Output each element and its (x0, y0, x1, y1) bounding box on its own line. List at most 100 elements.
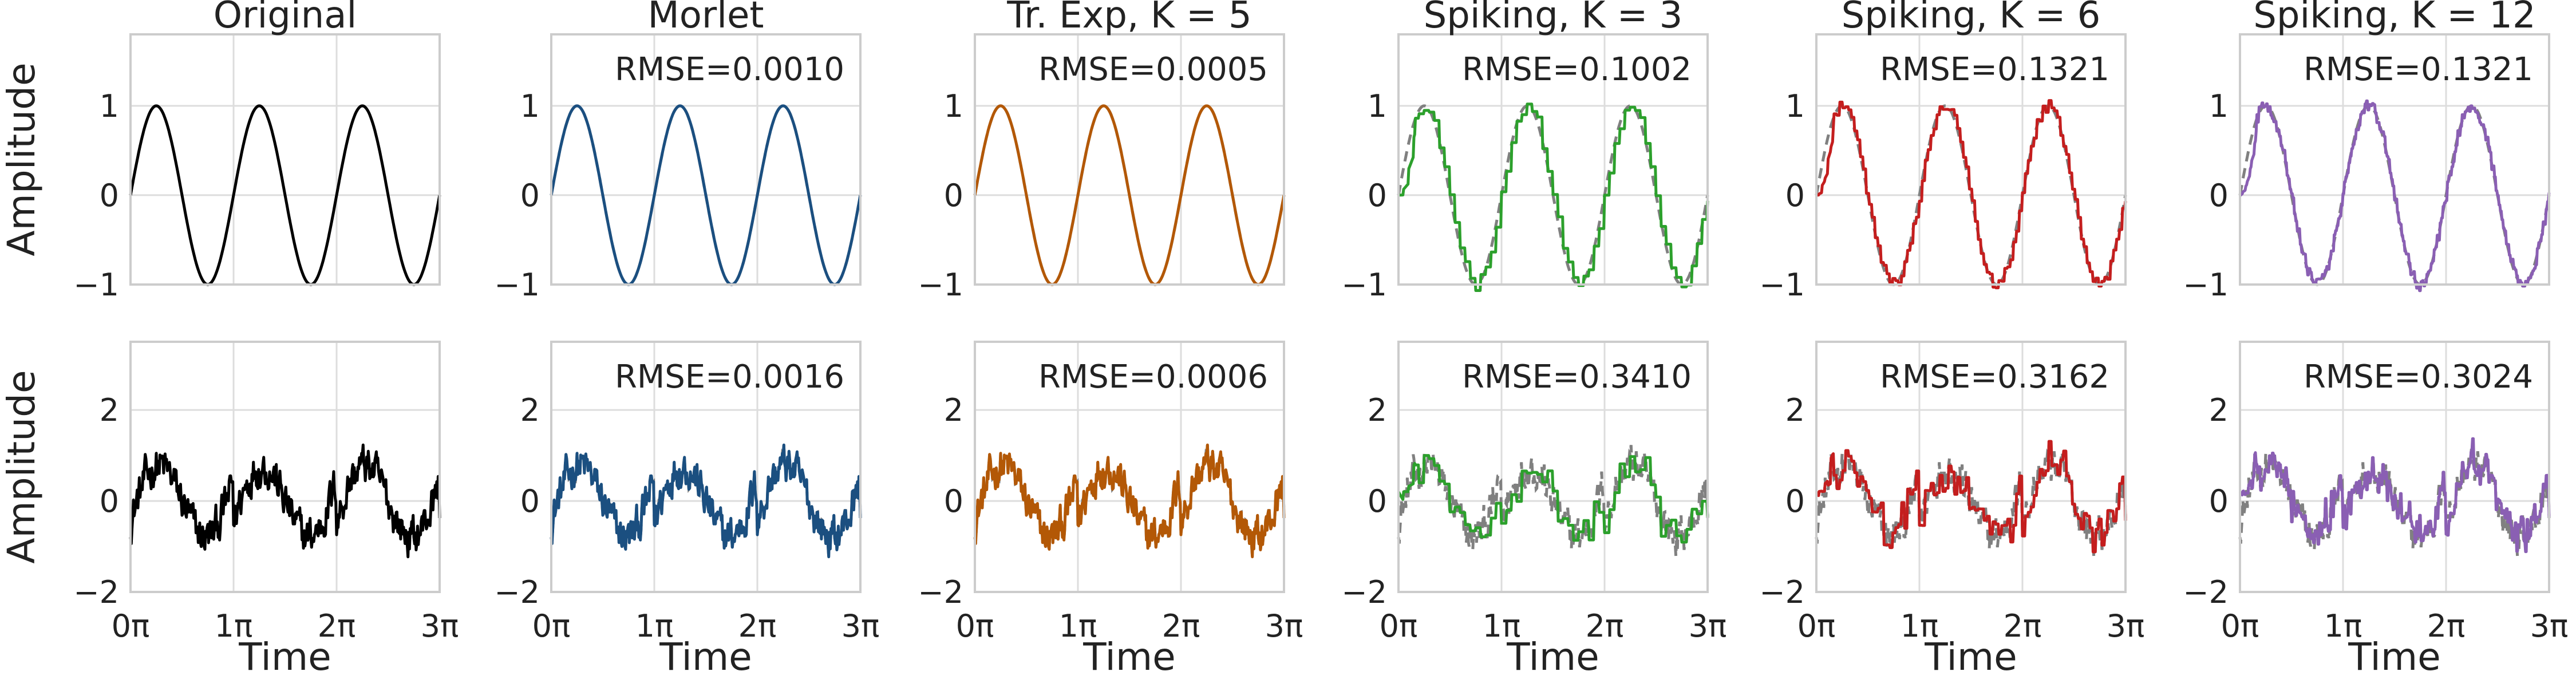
y-tick-label: 1 (1785, 88, 1805, 124)
series-line (2238, 437, 2551, 554)
y-tick-label: 0 (100, 177, 119, 214)
subplot-r2-c6: −2 0 2 0π 1π 2π 3π Time RMSE=0.3024 (2183, 341, 2569, 679)
x-axis-label: Time (238, 635, 331, 679)
series-line (1397, 454, 1709, 544)
plot-frame (1397, 33, 1709, 286)
subplot-r1-c4: −1 0 1 RMSE=0.1002 Spiking, K = 3 (1341, 0, 1709, 303)
series-line (1815, 440, 2127, 554)
x-tick-label: 1π (215, 608, 253, 644)
y-tick-label: 0 (2209, 483, 2229, 519)
subplot-r2-c3: −2 0 2 0π 1π 2π 3π Time RMSE=0.0006 (918, 341, 1303, 679)
rmse-label: RMSE=0.1321 (2304, 51, 2533, 88)
subplot-r1-c2: −1 0 1 RMSE=0.0010 Morlet (494, 0, 862, 303)
y-tick-label: 0 (2209, 177, 2229, 214)
y-tick-label: 0 (1785, 483, 1805, 519)
reference-line (1397, 445, 1709, 557)
y-tick-label: −1 (73, 267, 119, 303)
y-tick-label: −1 (2183, 267, 2229, 303)
column-title: Spiking, K = 12 (2253, 0, 2535, 37)
y-tick-label: −2 (494, 574, 540, 610)
series-line (129, 104, 441, 286)
x-tick-label: 0π (1380, 608, 1418, 644)
y-tick-label: 2 (1368, 392, 1387, 428)
subplot-r2-c4: −2 0 2 0π 1π 2π 3π Time RMSE=0.3410 (1341, 341, 1727, 679)
plot-frame (974, 33, 1285, 286)
series-line (550, 443, 862, 559)
column-title: Spiking, K = 6 (1842, 0, 2101, 37)
rmse-label: RMSE=0.3162 (1880, 358, 2109, 396)
series-line (550, 104, 862, 286)
subplot-r1-c5: −1 0 1 RMSE=0.1321 Spiking, K = 6 (1759, 0, 2127, 303)
plot-frame (1815, 33, 2127, 286)
x-tick-label: 2π (1162, 608, 1200, 644)
subplot-r2-c2: −2 0 2 0π 1π 2π 3π Time RMSE=0.0016 (494, 341, 879, 679)
x-axis-label: Time (659, 635, 752, 679)
x-axis-label: Time (1506, 635, 1599, 679)
y-tick-label: 0 (100, 483, 119, 519)
y-tick-label: −1 (1759, 267, 1805, 303)
x-tick-label: 3π (1689, 608, 1727, 644)
y-tick-label: −2 (1759, 574, 1805, 610)
y-tick-label: −2 (2183, 574, 2229, 610)
y-tick-label: 1 (1368, 88, 1387, 124)
column-title: Tr. Exp, K = 5 (1006, 0, 1251, 37)
y-tick-label: 0 (1368, 177, 1387, 214)
y-tick-label: 1 (2209, 88, 2229, 124)
y-tick-label: 0 (1785, 177, 1805, 214)
series-line (1815, 99, 2127, 290)
x-tick-label: 2π (2427, 608, 2466, 644)
column-title: Original (214, 0, 357, 37)
rmse-label: RMSE=0.0005 (1038, 51, 1268, 88)
x-tick-label: 3π (2530, 608, 2569, 644)
y-tick-label: 2 (1785, 392, 1805, 428)
x-tick-label: 2π (738, 608, 777, 644)
y-tick-label: 2 (520, 392, 540, 428)
rmse-label: RMSE=0.1002 (1462, 51, 1692, 88)
y-tick-label: 1 (944, 88, 963, 124)
y-tick-label: 2 (100, 392, 119, 428)
y-axis-label: Amplitude (0, 62, 44, 256)
x-tick-label: 2π (2004, 608, 2042, 644)
series-line (2239, 99, 2551, 293)
y-tick-label: −2 (73, 574, 119, 610)
y-tick-label: 2 (2209, 392, 2229, 428)
y-tick-label: 0 (520, 483, 540, 519)
y-tick-label: −1 (918, 267, 963, 303)
x-tick-label: 1π (635, 608, 674, 644)
x-tick-label: 1π (1483, 608, 1521, 644)
x-tick-label: 0π (112, 608, 150, 644)
subplot-r2-c5: −2 0 2 0π 1π 2π 3π Time RMSE=0.3162 (1759, 341, 2145, 679)
x-tick-label: 0π (1797, 608, 1836, 644)
rmse-label: RMSE=0.3410 (1462, 358, 1692, 396)
y-tick-label: −1 (494, 267, 540, 303)
rmse-label: RMSE=0.0006 (1038, 358, 1268, 396)
y-tick-label: 2 (944, 392, 963, 428)
x-axis-label: Time (1924, 635, 2017, 679)
y-axis-label: Amplitude (0, 370, 44, 563)
rmse-label: RMSE=0.3024 (2304, 358, 2533, 396)
x-tick-label: 1π (1901, 608, 1939, 644)
y-tick-label: −2 (918, 574, 963, 610)
x-tick-label: 0π (532, 608, 571, 644)
x-axis-label: Time (1082, 635, 1176, 679)
x-axis-label: Time (2348, 635, 2441, 679)
y-tick-label: 1 (520, 88, 540, 124)
plot-frame (129, 341, 441, 593)
plot-frame (1815, 341, 2127, 593)
series-line (1397, 102, 1709, 292)
subplot-r1-c6: −1 0 1 RMSE=0.1321 Spiking, K = 12 (2183, 0, 2551, 303)
reference-line (1815, 445, 2127, 557)
x-tick-label: 0π (956, 608, 994, 644)
rmse-label: RMSE=0.1321 (1880, 51, 2109, 88)
plot-frame (974, 341, 1285, 593)
x-tick-label: 1π (2324, 608, 2362, 644)
x-tick-label: 0π (2221, 608, 2259, 644)
subplot-r2-c1: −2 0 2 0π 1π 2π 3π Time (73, 341, 459, 679)
column-title: Spiking, K = 3 (1424, 0, 1683, 37)
x-tick-label: 3π (2107, 608, 2145, 644)
x-tick-label: 2π (318, 608, 356, 644)
y-tick-label: 1 (100, 88, 119, 124)
y-tick-label: 0 (520, 177, 540, 214)
plot-frame (129, 33, 441, 286)
rmse-label: RMSE=0.0016 (615, 358, 844, 396)
